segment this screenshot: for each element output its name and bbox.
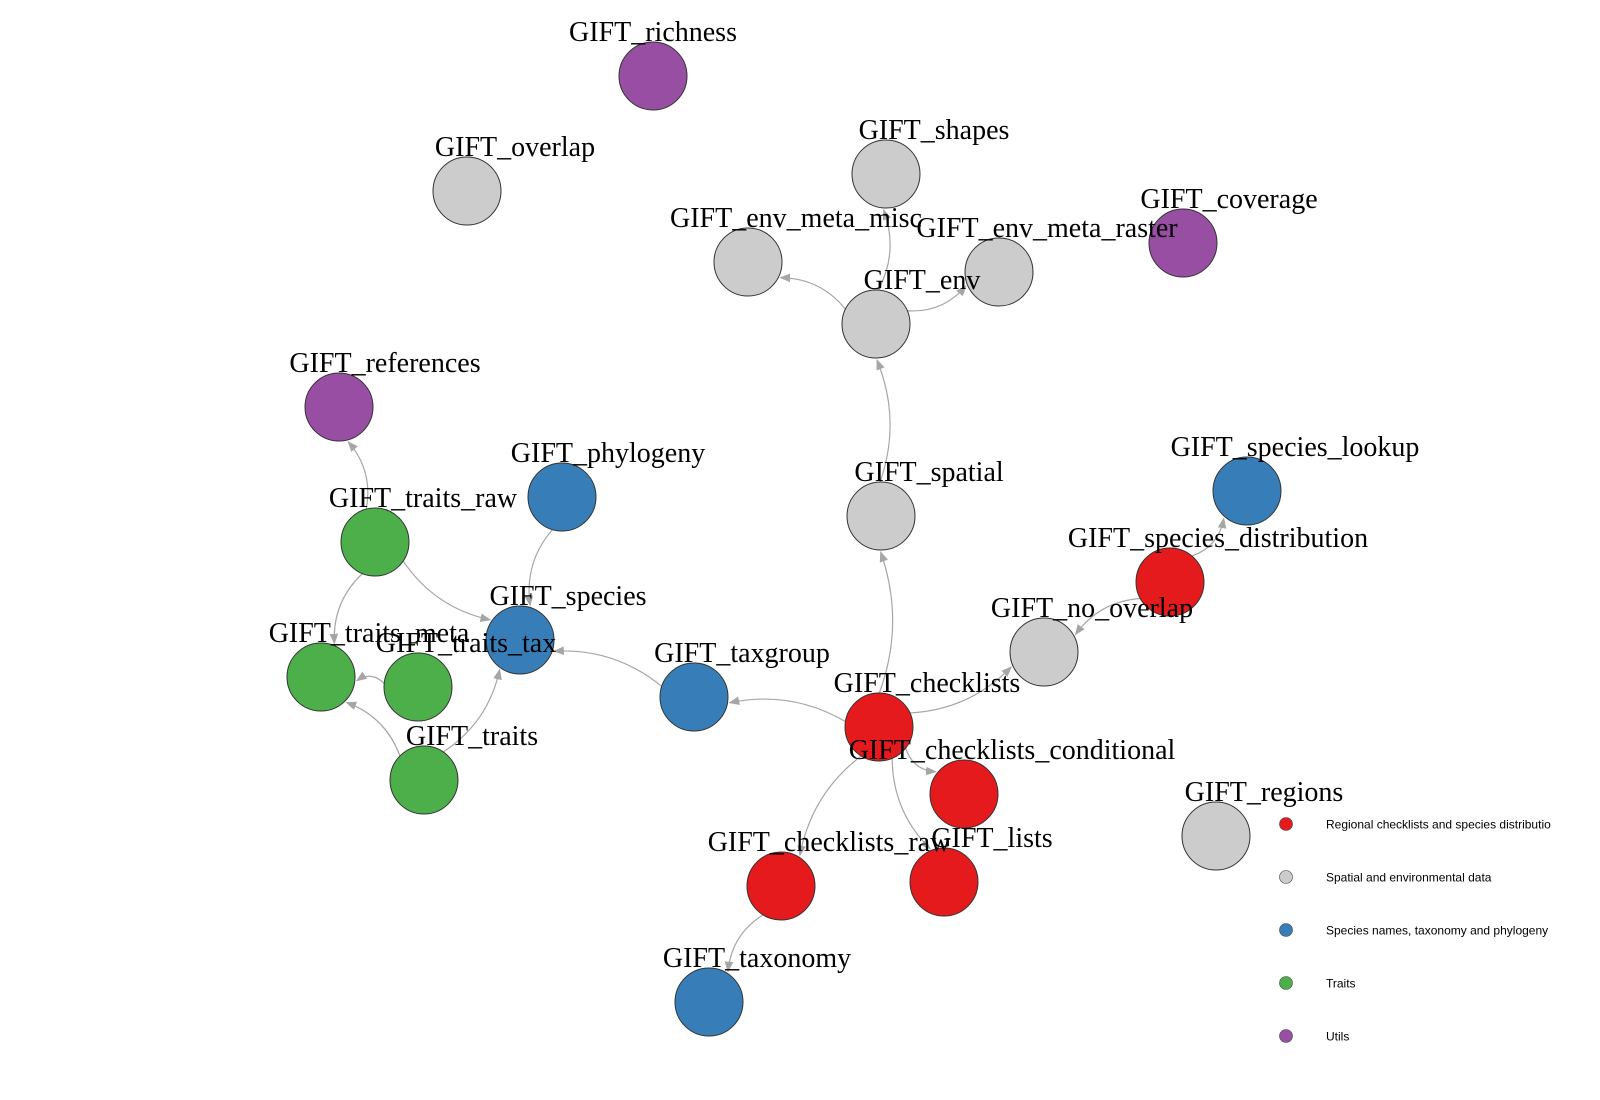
edge-GIFT_traits_tax-to-GIFT_traits_meta xyxy=(355,671,385,684)
node-GIFT_phylogeny xyxy=(527,462,597,532)
legend-swatch-regional xyxy=(1279,817,1293,831)
node-label-GIFT_references: GIFT_references xyxy=(289,348,480,379)
node-label-GIFT_traits: GIFT_traits xyxy=(406,721,538,752)
node-GIFT_richness xyxy=(618,41,688,111)
edge-GIFT_checklists-to-GIFT_checklists_raw xyxy=(797,755,862,857)
node-label-GIFT_env_meta_raster: GIFT_env_meta_raster xyxy=(916,213,1178,244)
node-GIFT_overlap xyxy=(432,156,502,226)
edge-GIFT_spatial-to-GIFT_env xyxy=(876,358,891,483)
node-label-GIFT_spatial: GIFT_spatial xyxy=(854,457,1004,488)
edge-GIFT_species_distribution-to-GIFT_species_lookup xyxy=(1191,517,1227,557)
node-GIFT_coverage xyxy=(1148,208,1218,278)
edge-GIFT_env-to-GIFT_env_meta_raster xyxy=(907,285,967,312)
edge-GIFT_checklists-to-GIFT_spatial xyxy=(878,550,894,694)
legend-label-traits: Traits xyxy=(1326,977,1356,991)
node-GIFT_traits_tax xyxy=(383,652,453,722)
node-label-GIFT_species: GIFT_species xyxy=(489,581,646,612)
node-GIFT_species_lookup xyxy=(1212,456,1282,526)
legend-label-species: Species names, taxonomy and phylogeny xyxy=(1326,924,1548,938)
node-GIFT_checklists xyxy=(844,692,914,762)
node-GIFT_traits_raw xyxy=(340,507,410,577)
node-GIFT_references xyxy=(304,372,374,442)
legend-swatch-utils xyxy=(1279,1029,1293,1043)
nodes-layer xyxy=(286,41,1282,1037)
node-label-GIFT_checklists: GIFT_checklists xyxy=(834,668,1021,699)
node-label-GIFT_env: GIFT_env xyxy=(864,265,981,296)
node-label-GIFT_checklists_raw: GIFT_checklists_raw xyxy=(708,827,951,858)
node-label-GIFT_overlap: GIFT_overlap xyxy=(435,132,595,163)
legend: Regional checklists and species distribu… xyxy=(1279,817,1551,1044)
edge-GIFT_checklists-to-GIFT_taxgroup xyxy=(728,696,846,723)
node-GIFT_taxonomy xyxy=(674,967,744,1037)
node-label-GIFT_traits_tax: GIFT_traits_tax xyxy=(376,628,556,659)
node-GIFT_taxgroup xyxy=(659,662,729,732)
node-label-GIFT_regions: GIFT_regions xyxy=(1185,777,1344,808)
node-GIFT_species xyxy=(485,605,555,675)
legend-swatch-traits xyxy=(1279,976,1293,990)
node-GIFT_regions xyxy=(1181,801,1251,871)
node-label-GIFT_env_meta_misc: GIFT_env_meta_misc xyxy=(670,203,922,234)
legend-label-spatial: Spatial and environmental data xyxy=(1326,871,1492,885)
node-label-GIFT_richness: GIFT_richness xyxy=(569,17,737,48)
node-GIFT_env_meta_raster xyxy=(964,237,1034,307)
node-GIFT_spatial xyxy=(846,481,916,551)
node-GIFT_checklists_raw xyxy=(746,851,816,921)
edge-GIFT_checklists-to-GIFT_lists xyxy=(891,758,931,850)
node-label-GIFT_taxonomy: GIFT_taxonomy xyxy=(663,943,851,974)
edge-GIFT_env-to-GIFT_env_meta_misc xyxy=(779,273,846,310)
node-label-GIFT_traits_meta: GIFT_traits_meta xyxy=(269,618,470,649)
edge-GIFT_traits_raw-to-GIFT_references xyxy=(347,440,369,510)
node-GIFT_env xyxy=(841,289,911,359)
edge-GIFT_traits-to-GIFT_traits_meta xyxy=(345,701,401,757)
node-label-GIFT_no_overlap: GIFT_no_overlap xyxy=(991,593,1193,624)
edge-GIFT_species_distribution-to-GIFT_no_overlap xyxy=(1074,597,1141,636)
edge-GIFT_checklists_raw-to-GIFT_taxonomy xyxy=(724,914,764,973)
node-GIFT_shapes xyxy=(851,139,921,209)
edge-GIFT_taxgroup-to-GIFT_species xyxy=(553,646,663,687)
node-GIFT_traits xyxy=(389,745,459,815)
legend-label-regional: Regional checklists and species distribu… xyxy=(1326,818,1551,832)
node-GIFT_traits_meta xyxy=(286,642,356,712)
node-label-GIFT_species_distribution: GIFT_species_distribution xyxy=(1068,523,1368,554)
node-GIFT_species_distribution xyxy=(1135,547,1205,617)
legend-swatch-species xyxy=(1279,923,1293,937)
node-label-GIFT_checklists_conditional: GIFT_checklists_conditional xyxy=(849,735,1176,766)
edge-GIFT_traits_raw-to-GIFT_traits_meta xyxy=(329,573,363,645)
legend-label-utils: Utils xyxy=(1326,1030,1349,1044)
node-GIFT_checklists_conditional xyxy=(929,759,999,829)
labels-layer: GIFT_richness GIFT_overlap GIFT_shapes GIFT… xyxy=(269,17,1420,974)
node-label-GIFT_lists: GIFT_lists xyxy=(931,823,1052,854)
node-GIFT_lists xyxy=(909,847,979,917)
edges-layer xyxy=(329,208,1227,973)
node-label-GIFT_traits_raw: GIFT_traits_raw xyxy=(329,483,518,514)
node-label-GIFT_phylogeny: GIFT_phylogeny xyxy=(511,438,705,469)
node-label-GIFT_coverage: GIFT_coverage xyxy=(1140,184,1317,215)
node-GIFT_env_meta_misc xyxy=(713,227,783,297)
node-GIFT_no_overlap xyxy=(1009,617,1079,687)
node-label-GIFT_shapes: GIFT_shapes xyxy=(859,115,1010,146)
legend-swatch-spatial xyxy=(1279,870,1293,884)
edge-GIFT_traits_raw-to-GIFT_species xyxy=(402,560,492,622)
edge-GIFT_checklists-to-GIFT_checklists_conditional xyxy=(905,747,937,776)
edge-GIFT_env-to-GIFT_shapes xyxy=(877,208,892,291)
node-label-GIFT_taxgroup: GIFT_taxgroup xyxy=(654,638,830,669)
edge-GIFT_checklists-to-GIFT_no_overlap xyxy=(909,666,1012,714)
edge-GIFT_phylogeny-to-GIFT_species xyxy=(524,529,553,607)
edge-GIFT_traits-to-GIFT_species xyxy=(442,668,502,753)
node-label-GIFT_species_lookup: GIFT_species_lookup xyxy=(1171,432,1420,463)
